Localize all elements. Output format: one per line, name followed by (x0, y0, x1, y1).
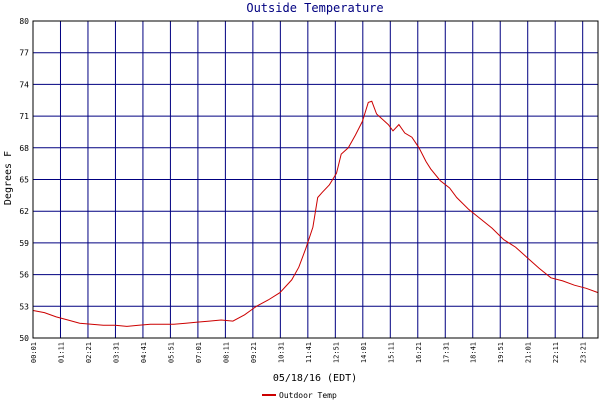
x-tick-label: 14:01 (360, 342, 368, 363)
y-tick-label: 56 (19, 271, 29, 280)
y-axis-label: Degrees F (3, 151, 14, 205)
x-tick-label: 23:21 (580, 342, 588, 363)
y-tick-label: 62 (19, 207, 29, 216)
x-tick-label: 07:01 (195, 342, 203, 363)
y-tick-label: 77 (19, 49, 29, 58)
y-tick-label: 80 (19, 17, 29, 26)
x-tick-label: 16:21 (415, 342, 423, 363)
x-tick-label: 22:11 (552, 342, 560, 363)
x-tick-label: 18:41 (470, 342, 478, 363)
series-line-outdoor-temp (33, 100, 599, 327)
y-tick-label: 59 (19, 239, 29, 248)
y-tick-label: 65 (19, 176, 29, 185)
x-tick-label: 04:41 (140, 342, 148, 363)
x-tick-labels: 00:01 01:11 02:21 03:31 04:41 05:51 07:01 08:11… (30, 342, 588, 363)
y-tick-label: 68 (19, 144, 29, 153)
x-tick-label: 11:41 (305, 342, 313, 363)
y-tick-labels: 50 53 56 59 62 65 68 71 74 77 80 (19, 17, 29, 343)
x-tick-label: 12:51 (332, 342, 340, 363)
y-tick-label: 74 (19, 80, 29, 89)
legend-label-outdoor-temp: Outdoor Temp (279, 391, 337, 400)
x-tick-label: 15:11 (387, 342, 395, 363)
chart-title: Outside Temperature (246, 1, 383, 15)
y-tick-label: 71 (19, 112, 29, 121)
x-tick-label: 00:01 (30, 342, 38, 363)
x-tick-label: 01:11 (57, 342, 65, 363)
x-tick-label: 21:01 (525, 342, 533, 363)
y-tick-label: 50 (19, 334, 29, 343)
x-tick-label: 08:11 (222, 342, 230, 363)
x-tick-label: 05:51 (167, 342, 175, 363)
x-tick-label: 17:31 (442, 342, 450, 363)
plot-frame (32, 20, 599, 339)
x-tick-label: 03:31 (112, 342, 120, 363)
x-tick-label: 10:31 (277, 342, 285, 363)
x-tick-label: 09:21 (250, 342, 258, 363)
x-axis-label: 05/18/16 (EDT) (273, 373, 357, 384)
x-tick-label: 02:21 (85, 342, 93, 363)
x-tick-label: 19:51 (497, 342, 505, 363)
y-tick-label: 53 (19, 302, 29, 311)
legend: Outdoor Temp (262, 391, 337, 400)
